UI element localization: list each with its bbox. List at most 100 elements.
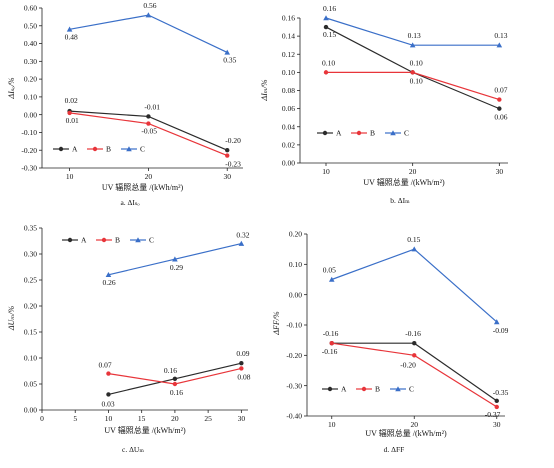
data-label-C: 0.32 (236, 231, 249, 240)
data-label-A: 0.15 (323, 30, 336, 39)
data-label-B: 0.08 (237, 372, 250, 381)
data-point-C (411, 246, 418, 252)
x-tick-label: 15 (138, 414, 146, 423)
y-tick-label: 0.00 (24, 406, 37, 415)
y-tick-label: 0.02 (282, 140, 295, 149)
data-point-A (172, 376, 178, 381)
data-label-A: 0.09 (236, 349, 249, 358)
x-tick-label: 0 (40, 414, 44, 423)
x-axis-title: UV 辐照总量 /(kWh/m²) (363, 177, 445, 187)
x-axis-title: UV 辐照总量 /(kWh/m²) (365, 428, 447, 438)
y-tick-label: 0.08 (282, 86, 295, 95)
y-tick-label: 0.06 (282, 104, 295, 113)
chart-panel-c: 0.00 0.05 0.10 0.15 0.20 0.25 0.30 0.35 0 5 10 15 20… (7, 224, 251, 454)
data-point-A (412, 341, 417, 346)
y-axis-title: ΔFF/% (272, 311, 281, 336)
data-label-B: 0.10 (322, 58, 335, 67)
legend-label-B: B (115, 236, 120, 245)
x-tick-label: 10 (105, 414, 113, 423)
x-tick-label: 30 (493, 420, 501, 429)
x-tick-label: 5 (73, 414, 77, 423)
y-tick-label: 0.40 (24, 39, 37, 48)
legend-label-A: A (72, 145, 78, 154)
data-label-C: 0.48 (65, 32, 78, 41)
data-point-A (323, 24, 329, 30)
data-point-B (172, 381, 178, 387)
data-label-A: -0.01 (144, 102, 160, 111)
data-label-C: 0.13 (494, 31, 507, 40)
data-point-A (239, 361, 244, 366)
data-point-C (328, 276, 335, 282)
x-tick-label: 30 (238, 414, 246, 423)
data-label-C: 0.29 (170, 263, 183, 272)
data-label-B: 0.16 (170, 388, 183, 397)
data-point-A (146, 114, 151, 119)
data-point-C (66, 26, 73, 32)
y-tick-label: 0.16 (282, 14, 295, 23)
data-label-C: 0.15 (407, 235, 420, 244)
legend-marker-A (67, 237, 73, 243)
x-tick-label: 30 (223, 172, 231, 181)
data-label-B: -0.16 (322, 347, 338, 356)
legend-label-B: B (370, 129, 375, 138)
data-point-B (497, 97, 502, 102)
data-point-B (410, 70, 415, 75)
data-point-B (323, 70, 329, 75)
data-point-C (323, 15, 329, 21)
data-label-A: 0.10 (410, 76, 423, 85)
y-tick-label: 0.15 (24, 328, 37, 337)
data-point-B (146, 121, 151, 126)
data-label-A: -0.16 (405, 329, 421, 338)
data-point-B (412, 353, 417, 358)
x-axis-title: UV 辐照总量 /(kWh/m²) (104, 425, 186, 435)
data-point-C (145, 12, 152, 18)
y-tick-label: 0.10 (24, 354, 37, 363)
legend-marker-B (361, 386, 367, 392)
series-line-C (331, 248, 498, 323)
data-label-B: 0.10 (410, 58, 423, 67)
data-label-A: -0.16 (323, 329, 339, 338)
y-tick-label: 0.10 (282, 68, 295, 77)
panel-caption: c. ΔUₘ (122, 445, 144, 454)
data-label-C: 0.13 (408, 31, 421, 40)
legend-label-A: A (81, 236, 87, 245)
legend-label-C: C (149, 236, 154, 245)
y-tick-label: 0.00 (24, 110, 37, 119)
data-label-A: -0.35 (493, 388, 509, 397)
x-tick-label: 30 (496, 167, 504, 176)
legend-label-B: B (375, 385, 380, 394)
y-tick-label: 0.20 (289, 230, 302, 239)
y-tick-label: 0.12 (282, 50, 295, 59)
data-label-A: 0.03 (101, 399, 114, 408)
y-tick-label: -0.10 (286, 321, 302, 330)
legend-label-C: C (409, 385, 414, 394)
data-label-B: -0.20 (400, 360, 416, 369)
legend-marker-B (92, 146, 98, 152)
data-point-C (493, 319, 500, 325)
data-label-B: -0.23 (225, 160, 241, 169)
data-point-B (106, 371, 111, 376)
data-point-B (67, 110, 72, 116)
legend-marker-A (58, 146, 64, 152)
legend: A B C (317, 129, 409, 138)
data-point-C (238, 240, 245, 246)
legend-marker-A (322, 130, 328, 136)
x-tick-label: 20 (409, 167, 417, 176)
y-tick-label: 0.00 (289, 290, 302, 299)
x-tick-label: 20 (171, 414, 179, 423)
data-point-C (224, 49, 231, 55)
data-point-B (494, 404, 499, 410)
legend-marker-B (356, 130, 362, 136)
data-label-A: 0.16 (164, 366, 177, 375)
data-point-A (225, 148, 230, 153)
y-tick-label: 0.35 (24, 224, 37, 233)
data-point-C (172, 256, 178, 262)
data-label-B: 0.01 (66, 116, 79, 125)
data-point-C (105, 272, 112, 278)
legend-label-C: C (140, 145, 145, 154)
legend-marker-C (126, 146, 132, 152)
x-tick-label: 20 (411, 420, 419, 429)
data-label-C: 0.16 (323, 4, 336, 13)
y-tick-label: -0.20 (286, 351, 302, 360)
